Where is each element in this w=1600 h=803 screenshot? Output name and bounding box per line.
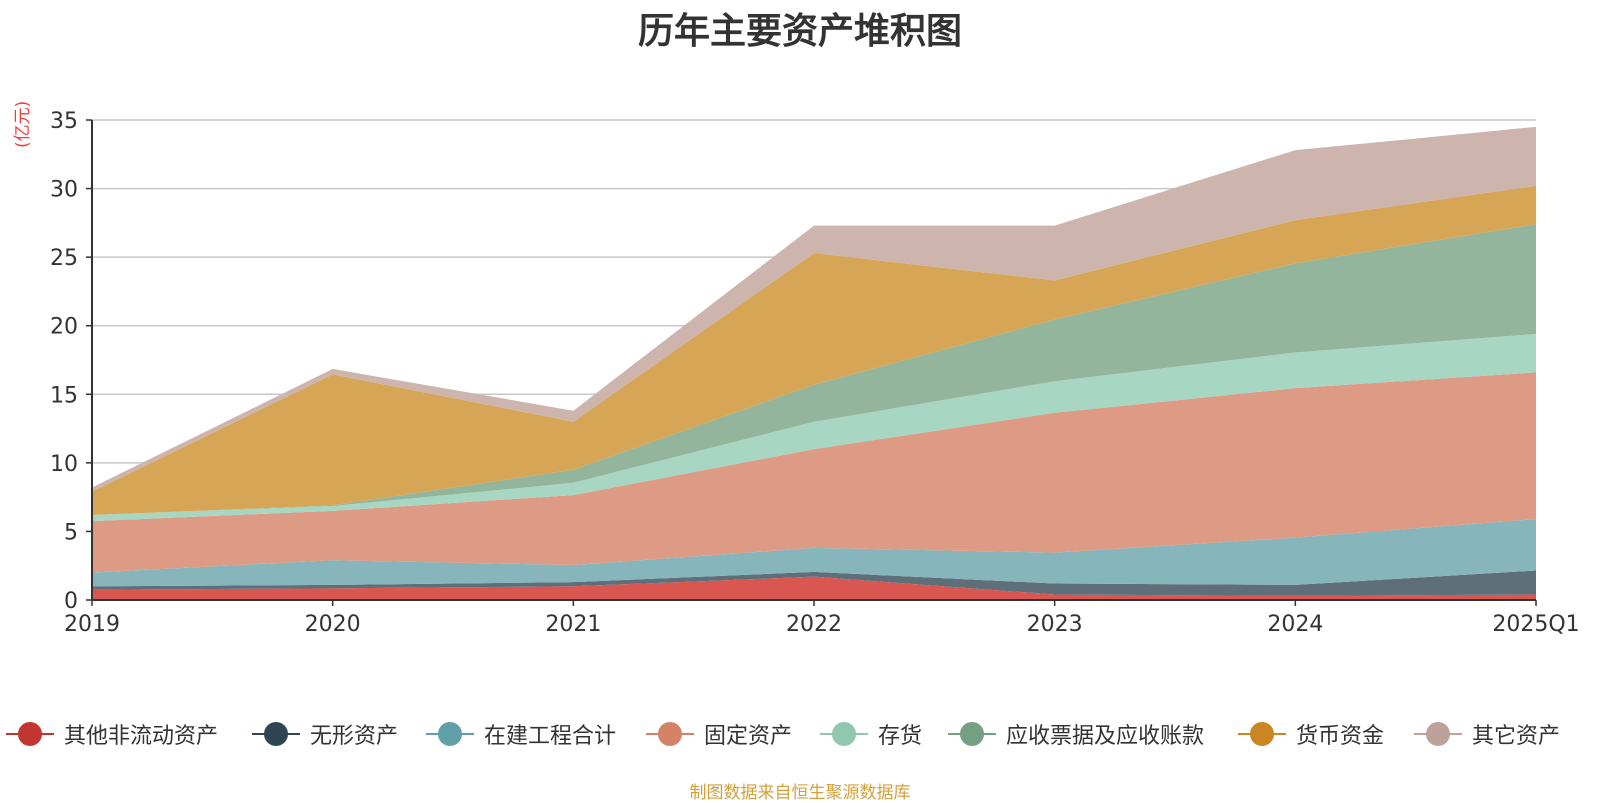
legend-label: 无形资产 xyxy=(310,724,399,749)
x-tick-label: 2019 xyxy=(64,612,120,637)
series-area-4 xyxy=(92,333,1536,522)
x-tick-label: 2021 xyxy=(545,612,601,637)
legend: 其他非流动资产 无形资产 在建工程合计 固定资产 存货 应收票据及应收账款 货币资金 其它资产 xyxy=(0,716,1600,756)
x-tick-label: 2024 xyxy=(1267,612,1323,637)
legend-marker-icon xyxy=(1238,716,1286,752)
series-area-7 xyxy=(92,126,1536,492)
series-area-6 xyxy=(92,185,1536,515)
y-tick-label: 35 xyxy=(50,109,78,134)
legend-label: 应收票据及应收账款 xyxy=(1006,724,1205,749)
legend-label: 固定资产 xyxy=(704,724,793,749)
y-tick-label: 5 xyxy=(64,520,78,545)
x-tick-label: 2020 xyxy=(305,612,361,637)
legend-marker-icon xyxy=(6,716,54,752)
legend-item-5[interactable]: 应收票据及应收账款 xyxy=(948,716,1204,752)
y-tick-label: 10 xyxy=(50,452,78,477)
legend-label: 存货 xyxy=(878,724,923,749)
x-tick-label: 2022 xyxy=(786,612,842,637)
legend-item-7[interactable]: 其它资产 xyxy=(1414,716,1560,752)
chart-title: 历年主要资产堆积图 xyxy=(637,11,962,52)
legend-item-4[interactable]: 存货 xyxy=(820,716,922,752)
legend-label: 在建工程合计 xyxy=(484,724,617,749)
axes: 0 5 10 15 20 25 30 35 2019 2020 2021 2022 2023 2024 20… xyxy=(50,109,1580,637)
series-area-2 xyxy=(92,519,1536,587)
x-tick-label: 2025Q1 xyxy=(1492,612,1579,637)
legend-marker-icon xyxy=(646,716,694,752)
legend-item-6[interactable]: 货币资金 xyxy=(1238,716,1384,752)
legend-marker-icon xyxy=(948,716,996,752)
legend-item-2[interactable]: 在建工程合计 xyxy=(426,716,616,752)
y-tick-label: 0 xyxy=(64,589,78,614)
x-tick-label: 2023 xyxy=(1027,612,1083,637)
y-tick-label: 25 xyxy=(50,246,78,271)
y-tick-label: 15 xyxy=(50,383,78,408)
legend-item-1[interactable]: 无形资产 xyxy=(252,716,398,752)
legend-item-3[interactable]: 固定资产 xyxy=(646,716,792,752)
legend-marker-icon xyxy=(820,716,868,752)
y-tick-label: 30 xyxy=(50,178,78,203)
series-area-1 xyxy=(92,570,1536,596)
y-tick-label: 20 xyxy=(50,315,78,340)
stacked-area-chart: 0 5 10 15 20 25 30 35 2019 2020 2021 2022 2023 2024 20… xyxy=(50,109,1580,637)
legend-label: 其他非流动资产 xyxy=(64,724,219,749)
legend-label: 货币资金 xyxy=(1296,724,1385,749)
series-areas xyxy=(92,126,1536,600)
legend-marker-icon xyxy=(1414,716,1462,752)
legend-item-0[interactable]: 其他非流动资产 xyxy=(6,716,218,752)
series-area-0 xyxy=(92,576,1536,600)
series-area-3 xyxy=(92,372,1536,573)
source-note: 制图数据来自恒生聚源数据库 xyxy=(689,783,911,803)
series-area-5 xyxy=(92,224,1536,515)
legend-marker-icon xyxy=(252,716,300,752)
legend-marker-icon xyxy=(426,716,474,752)
legend-label: 其它资产 xyxy=(1472,724,1561,749)
